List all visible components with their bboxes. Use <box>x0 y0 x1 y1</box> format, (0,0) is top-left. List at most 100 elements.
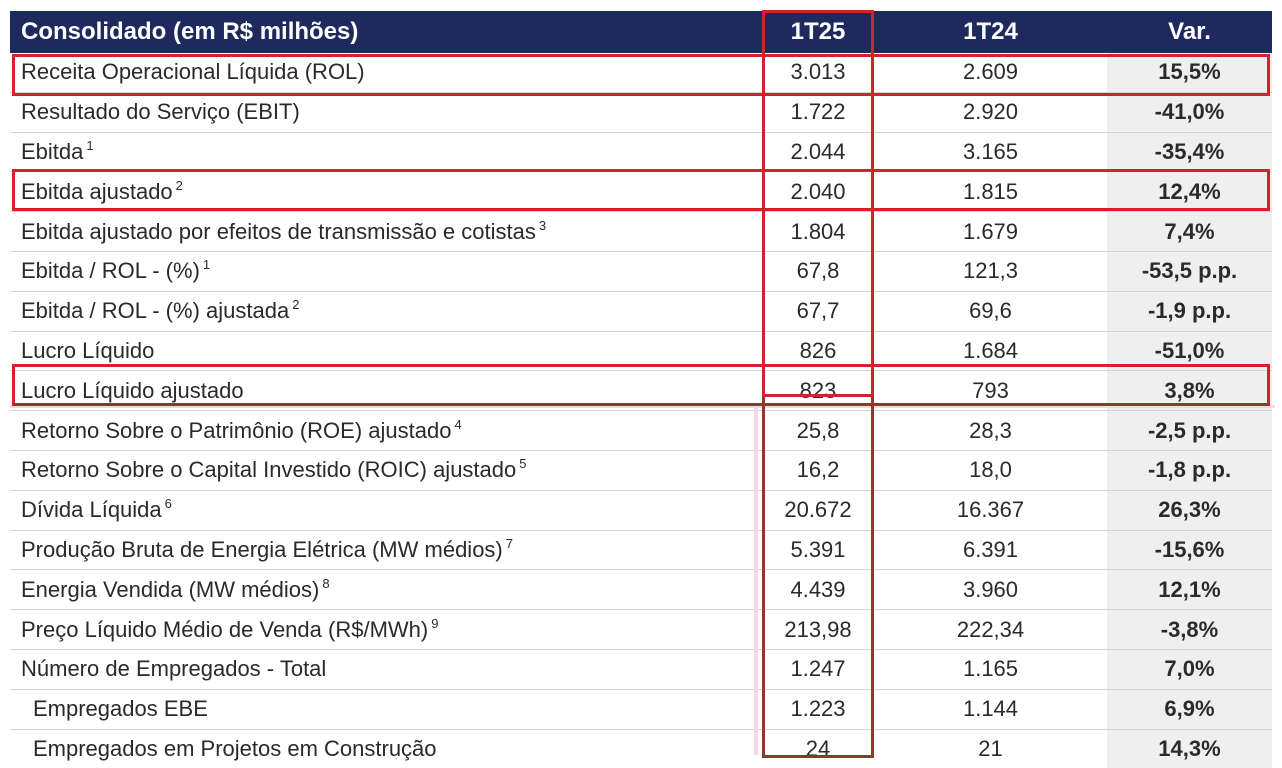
footnote-marker: 4 <box>454 416 462 432</box>
row-label-text: Dívida Líquida <box>21 497 162 523</box>
header-label: Consolidado (em R$ milhões) <box>10 11 762 53</box>
row-label: Empregados EBE <box>10 689 762 730</box>
table-row: Ebitda 1 2.044 3.165 -35,4% <box>10 132 1272 173</box>
value-previous-period: 69,6 <box>874 291 1107 332</box>
row-label: Ebitda 1 <box>10 132 762 173</box>
row-label-text: Empregados EBE <box>33 696 208 722</box>
value-variation: -51,0% <box>1107 331 1272 372</box>
table-row: Número de Empregados - Total 1.247 1.165 7,… <box>10 649 1272 690</box>
value-current-period: 826 <box>762 331 874 372</box>
selection-column-line <box>754 405 758 755</box>
row-label-text: Ebitda / ROL - (%) ajustada <box>21 298 290 324</box>
footnote-marker: 8 <box>322 575 330 591</box>
value-previous-period: 1.679 <box>874 211 1107 252</box>
row-label: Empregados em Projetos em Construção <box>10 729 762 768</box>
table-row: Ebitda / ROL - (%) ajustada 2 67,7 69,6 -1,9… <box>10 291 1272 332</box>
row-label-text: Energia Vendida (MW médios) <box>21 576 320 602</box>
row-label: Retorno Sobre o Capital Investido (ROIC)… <box>10 450 762 491</box>
value-variation: -1,8 p.p. <box>1107 450 1272 491</box>
value-variation: 26,3% <box>1107 490 1272 531</box>
footnote-marker: 6 <box>164 496 172 512</box>
row-label: Ebitda ajustado 2 <box>10 171 762 213</box>
value-previous-period: 3.960 <box>874 569 1107 611</box>
value-current-period: 1.804 <box>762 211 874 252</box>
row-label: Ebitda / ROL - (%) ajustada 2 <box>10 291 762 332</box>
table-row: Ebitda ajustado 2 2.040 1.815 12,4% <box>10 171 1272 213</box>
table-row: Resultado do Serviço (EBIT) 1.722 2.920 -41… <box>10 92 1272 133</box>
row-label: Receita Operacional Líquida (ROL) <box>10 53 762 93</box>
row-label: Resultado do Serviço (EBIT) <box>10 92 762 133</box>
row-label: Lucro Líquido <box>10 331 762 372</box>
footnote-marker: 7 <box>505 535 513 551</box>
footnote-marker: 1 <box>202 257 211 273</box>
row-label: Ebitda / ROL - (%) 1 <box>10 251 762 292</box>
value-current-period: 20.672 <box>762 490 874 531</box>
value-previous-period: 28,3 <box>874 410 1107 451</box>
value-variation: -41,0% <box>1107 92 1272 133</box>
value-variation: 12,1% <box>1107 569 1272 611</box>
footnote-marker: 9 <box>431 615 439 631</box>
value-current-period: 1.722 <box>762 92 874 133</box>
header-current-period: 1T25 <box>762 11 874 53</box>
table-row: Energia Vendida (MW médios) 8 4.439 3.960 12… <box>10 569 1272 611</box>
table-row: Receita Operacional Líquida (ROL) 3.013 2.… <box>10 53 1272 93</box>
row-label-text: Retorno Sobre o Capital Investido (ROIC)… <box>21 457 517 483</box>
table-body: Receita Operacional Líquida (ROL) 3.013 2.… <box>10 53 1272 768</box>
value-previous-period: 121,3 <box>874 251 1107 292</box>
row-label-text: Empregados em Projetos em Construção <box>33 735 437 761</box>
row-label-text: Receita Operacional Líquida (ROL) <box>21 59 365 85</box>
header-variation: Var. <box>1107 11 1272 53</box>
table-row: Ebitda ajustado por efeitos de transmiss… <box>10 211 1272 252</box>
value-previous-period: 16.367 <box>874 490 1107 531</box>
value-previous-period: 18,0 <box>874 450 1107 491</box>
value-variation: 7,0% <box>1107 649 1272 690</box>
row-label: Produção Bruta de Energia Elétrica (MW m… <box>10 530 762 571</box>
row-label-text: Lucro Líquido ajustado <box>21 377 244 403</box>
value-previous-period: 2.920 <box>874 92 1107 133</box>
row-label-text: Produção Bruta de Energia Elétrica (MW m… <box>21 536 503 562</box>
row-label: Dívida Líquida 6 <box>10 490 762 531</box>
value-variation: -2,5 p.p. <box>1107 410 1272 451</box>
row-label-text: Ebitda ajustado <box>21 178 173 204</box>
value-previous-period: 6.391 <box>874 530 1107 571</box>
value-current-period: 1.247 <box>762 649 874 690</box>
value-previous-period: 1.144 <box>874 689 1107 730</box>
value-variation: 6,9% <box>1107 689 1272 730</box>
value-previous-period: 1.815 <box>874 171 1107 213</box>
row-label-text: Retorno Sobre o Patrimônio (ROE) ajustad… <box>21 417 452 443</box>
table-row: Retorno Sobre o Capital Investido (ROIC)… <box>10 450 1272 491</box>
value-current-period: 3.013 <box>762 53 874 93</box>
value-previous-period: 2.609 <box>874 53 1107 93</box>
consolidated-results-table: Consolidado (em R$ milhões) 1T25 1T24 Va… <box>10 11 1272 768</box>
row-label: Energia Vendida (MW médios) 8 <box>10 569 762 611</box>
row-label: Retorno Sobre o Patrimônio (ROE) ajustad… <box>10 410 762 451</box>
table-row: Lucro Líquido 826 1.684 -51,0% <box>10 331 1272 372</box>
value-current-period: 67,7 <box>762 291 874 332</box>
row-label-text: Número de Empregados - Total <box>21 656 327 682</box>
value-variation: 15,5% <box>1107 53 1272 93</box>
table-row: Dívida Líquida 6 20.672 16.367 26,3% <box>10 490 1272 531</box>
value-current-period: 1.223 <box>762 689 874 730</box>
value-current-period: 2.044 <box>762 132 874 173</box>
value-current-period: 5.391 <box>762 530 874 571</box>
row-label: Número de Empregados - Total <box>10 649 762 690</box>
value-variation: -1,9 p.p. <box>1107 291 1272 332</box>
footnote-marker: 2 <box>292 297 300 313</box>
row-label-text: Ebitda / ROL - (%) <box>21 258 200 284</box>
footnote-marker: 2 <box>175 177 183 193</box>
value-variation: 14,3% <box>1107 729 1272 768</box>
value-variation: 12,4% <box>1107 171 1272 213</box>
footnote-marker: 1 <box>86 137 94 153</box>
table-row: Produção Bruta de Energia Elétrica (MW m… <box>10 530 1272 571</box>
value-current-period: 25,8 <box>762 410 874 451</box>
row-label-text: Ebitda ajustado por efeitos de transmiss… <box>21 218 536 244</box>
table-row: Empregados em Projetos em Construção 24 21… <box>10 729 1272 768</box>
value-previous-period: 1.165 <box>874 649 1107 690</box>
value-variation: 7,4% <box>1107 211 1272 252</box>
selection-line <box>10 405 1275 408</box>
row-label-text: Lucro Líquido <box>21 337 155 363</box>
value-current-period: 4.439 <box>762 569 874 611</box>
value-current-period: 2.040 <box>762 171 874 213</box>
footnote-marker: 3 <box>538 217 547 233</box>
